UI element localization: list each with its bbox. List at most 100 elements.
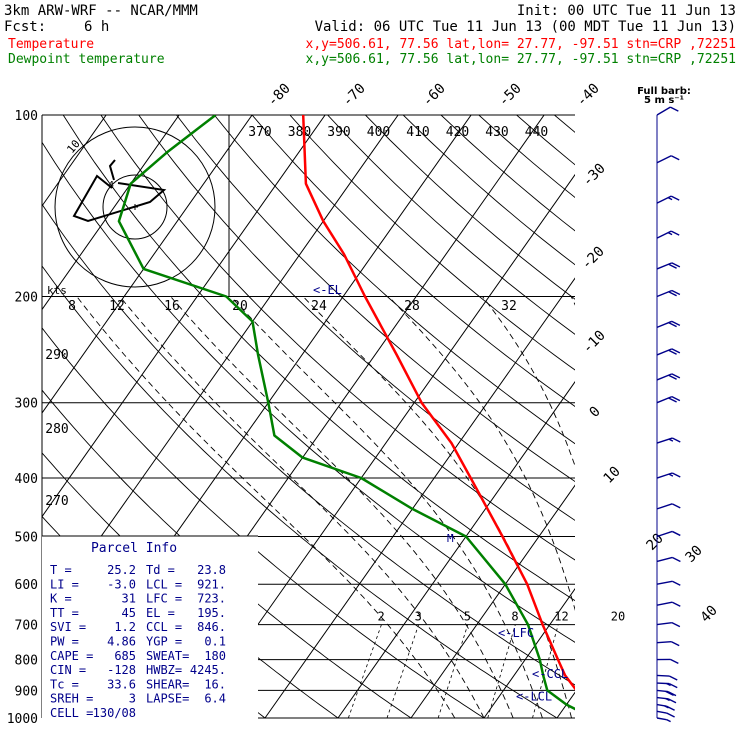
- pressure-tick-label: 700: [15, 619, 38, 634]
- mixing-ratio-label: 20: [611, 610, 625, 624]
- parcel-label: SHEAR=: [146, 677, 189, 691]
- wind-barb: [656, 682, 678, 689]
- parcel-info-title: Parcel Info: [91, 541, 177, 556]
- temperature-info: x,y=506.61, 77.56 lat,lon= 27.77, -97.51…: [306, 37, 736, 52]
- pressure-tick-label: 200: [15, 291, 38, 306]
- dewpoint-label: Dewpoint temperature: [8, 52, 165, 67]
- parcel-value: 45: [122, 606, 136, 620]
- parcel-value: 846.: [197, 620, 226, 634]
- hodograph-trace: [72, 159, 167, 223]
- hodograph-speed-label: 28: [404, 299, 420, 314]
- pressure-tick-label: 400: [15, 472, 38, 487]
- wind-barb: [656, 230, 680, 239]
- isotherm-label: 30: [683, 543, 706, 566]
- parcel-value: 31: [122, 592, 136, 606]
- theta-label: 380: [288, 125, 311, 140]
- pressure-tick-label: 500: [15, 530, 38, 545]
- pressure-tick-label: 800: [15, 654, 38, 669]
- pressure-tick-label: 600: [15, 578, 38, 593]
- parcel-label: PW =: [50, 635, 79, 649]
- level-annotation: <-CCL: [532, 667, 568, 681]
- theta-label: 430: [485, 125, 508, 140]
- hodograph-speed-label: 12: [109, 299, 125, 314]
- wind-barb: [656, 396, 681, 404]
- init-time: Init: 00 UTC Tue 11 Jun 13: [517, 3, 736, 19]
- theta-label: 280: [45, 422, 68, 437]
- parcel-label: CAPE =: [50, 649, 93, 663]
- isotherm-label: -30: [580, 161, 609, 190]
- mixing-ratio-label: 2: [377, 610, 384, 624]
- parcel-value: 25.2: [107, 563, 136, 577]
- parcel-value: 1.2: [114, 620, 136, 634]
- isotherm-label: 40: [698, 603, 721, 626]
- theta-label: 420: [446, 125, 469, 140]
- wind-barb: [656, 580, 681, 586]
- parcel-label: TT =: [50, 606, 79, 620]
- parcel-value: 130/08: [93, 706, 136, 720]
- wind-barb: [656, 621, 681, 628]
- parcel-label: Td =: [146, 563, 175, 577]
- wind-barb: [656, 674, 678, 681]
- hodograph-ring-label: 10: [64, 137, 82, 156]
- wind-barb: [656, 106, 679, 116]
- wind-barb: [656, 717, 671, 723]
- hodograph-speed-label: 24: [311, 299, 327, 314]
- isotherm-label: -70: [340, 81, 369, 110]
- parcel-label: SWEAT=: [146, 649, 189, 663]
- parcel-label: SVI =: [50, 620, 86, 634]
- barb-legend-line2: 5 m s⁻¹: [644, 95, 684, 106]
- wind-barb: [656, 601, 681, 607]
- theta-label: 390: [327, 125, 350, 140]
- theta-label: 270: [45, 494, 68, 509]
- parcel-value: 685: [114, 649, 136, 663]
- parcel-value: -128: [107, 663, 136, 677]
- parcel-label: CIN =: [50, 663, 86, 677]
- parcel-value: -3.0: [107, 577, 136, 591]
- theta-label: 440: [525, 125, 548, 140]
- fcst-label: Fcst:: [4, 19, 46, 35]
- pressure-tick-label: 300: [15, 397, 38, 412]
- parcel-label: T =: [50, 563, 72, 577]
- parcel-value: 180: [204, 649, 226, 663]
- parcel-label: YGP =: [146, 635, 182, 649]
- parcel-label: LAPSE=: [146, 692, 189, 706]
- level-annotation: <-EL: [313, 283, 342, 297]
- wind-barb: [656, 710, 675, 718]
- isotherm-label: -10: [580, 328, 609, 357]
- theta-label: 290: [45, 348, 68, 363]
- hodograph-ring: [54, 126, 216, 288]
- theta-label: 370: [248, 125, 271, 140]
- level-annotation: <-LFC: [498, 626, 534, 640]
- hodograph-speed-label: 16: [164, 299, 180, 314]
- parcel-value: 723.: [197, 592, 226, 606]
- wind-barb: [656, 472, 681, 479]
- hodograph-speed-label: 32: [501, 299, 517, 314]
- parcel-value: 195.: [197, 606, 226, 620]
- mixing-ratio-label: 12: [554, 610, 568, 624]
- profile-lines: [117, 115, 575, 711]
- dewpoint-profile: [117, 115, 575, 711]
- wind-barb: [656, 530, 681, 538]
- wind-barb: [656, 155, 680, 164]
- parcel-label: EL =: [146, 606, 175, 620]
- hodograph-center-label: 4: [108, 180, 114, 191]
- hodograph: kts 10 4: [47, 126, 216, 297]
- wind-barb: [656, 556, 681, 563]
- parcel-annotations: <-EL <-LFC <-CCL <-LCL M: [313, 283, 568, 704]
- hodograph-units: kts: [47, 284, 67, 297]
- pressure-tick-label: 100: [15, 109, 38, 124]
- parcel-value: 6.4: [204, 692, 226, 706]
- parcel-label: LI =: [50, 577, 79, 591]
- fcst-value: 6 h: [84, 19, 109, 35]
- isotherm-label: -40: [574, 81, 603, 110]
- wind-barb: [656, 373, 681, 381]
- parcel-value: 16.: [204, 677, 226, 691]
- wind-barb: [656, 696, 677, 704]
- parcel-value: 23.8: [197, 563, 226, 577]
- parcel-value: 0.1: [204, 635, 226, 649]
- wind-barb: [656, 289, 681, 298]
- parcel-marker: M: [447, 532, 454, 545]
- wind-barb: [656, 703, 675, 711]
- wind-barb: [656, 689, 677, 697]
- parcel-value: 33.6: [107, 677, 136, 691]
